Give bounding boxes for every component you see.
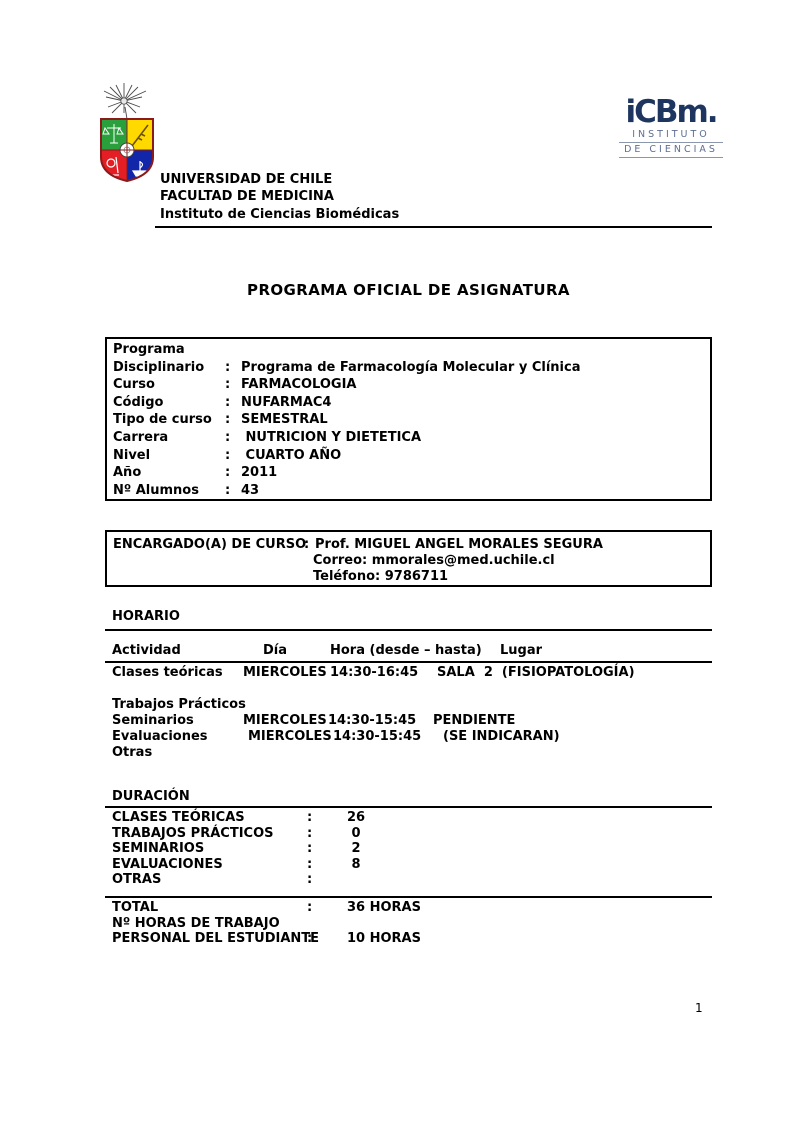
letterhead: UNIVERSIDAD DE CHILE FACULTAD DE MEDICIN… (160, 171, 399, 223)
field-label: Código (113, 394, 164, 410)
field-value: 2011 (241, 465, 278, 481)
horario-table-divider (105, 661, 712, 663)
field-label: Nº Alumnos (113, 482, 199, 498)
field-label: Curso (113, 377, 155, 393)
duration-row: CLASES TEÓRICAS : 26 (112, 810, 366, 825)
program-row: Curso: FARMACOLOGIA (113, 377, 357, 393)
horario-divider (105, 629, 712, 631)
column-header: Hora (desde – hasta) (330, 643, 482, 658)
field-value: FARMACOLOGIA (241, 377, 357, 393)
program-row: Nº Alumnos:43 (113, 482, 260, 498)
faculty-name: FACULTAD DE MEDICINA (160, 189, 334, 205)
coordinator-name: Prof. MIGUEL ANGEL MORALES SEGURA (315, 537, 603, 552)
icbm-wordmark-icon: iCBm. (625, 94, 718, 130)
duration-row: SEMINARIOS : 2 (112, 841, 361, 856)
duration-row: EVALUACIONES : 8 (112, 857, 361, 872)
schedule-row: Clases teóricas MIERCOLES 14:30-16:45 SA… (112, 665, 635, 680)
field-value: Programa de Farmacología Molecular y Clí… (241, 359, 581, 375)
icbm-institute-line1: INSTITUTO (619, 129, 723, 143)
total-row: TOTAL : 36 HORAS (112, 900, 421, 915)
header-divider (155, 226, 712, 228)
schedule-row: Trabajos Prácticos (112, 697, 246, 712)
program-row: Nivel: CUARTO AÑO (113, 447, 342, 463)
duration-row: OTRAS : (112, 872, 313, 887)
schedule-row: Evaluaciones MIERCOLES 14:30-15:45 (SE I… (112, 729, 560, 744)
field-value: CUARTO AÑO (241, 447, 342, 463)
horario-heading: HORARIO (112, 609, 180, 624)
document-title: PROGRAMA OFICIAL DE ASIGNATURA (247, 281, 570, 299)
schedule-row: Seminarios MIERCOLES 14:30-15:45 PENDIEN… (112, 713, 516, 728)
field-label: Programa (113, 342, 185, 357)
total-divider (105, 896, 712, 898)
program-info-box: Programa Disciplinario: Programa de Farma… (105, 337, 712, 501)
program-row: Año:2011 (113, 465, 278, 481)
page-number: 1 (695, 1001, 703, 1015)
field-label: Disciplinario (113, 359, 205, 375)
column-header: Lugar (500, 643, 543, 658)
duracion-divider (105, 806, 712, 808)
course-coordinator-box: ENCARGADO(A) DE CURSO : Prof. MIGUEL ANG… (105, 530, 712, 587)
schedule-row: Otras (112, 745, 153, 760)
program-row: Disciplinario: Programa de Farmacología M… (113, 359, 581, 375)
program-row: Programa (113, 341, 704, 359)
column-header: Actividad (112, 643, 181, 658)
field-label: Tipo de curso (113, 412, 212, 428)
total-row: Nº HORAS DE TRABAJO (112, 916, 280, 931)
field-label: Año (113, 465, 142, 481)
coordinator-email: Correo: mmorales@med.uchile.cl (313, 553, 555, 568)
field-value: NUFARMAC4 (241, 394, 332, 410)
uchile-coat-of-arms-icon (100, 83, 154, 183)
field-value: SEMESTRAL (241, 412, 328, 428)
field-value: NUTRICION Y DIETETICA (241, 429, 422, 445)
column-header: Día (263, 643, 288, 658)
field-label: Nivel (113, 447, 151, 463)
duracion-heading: DURACIÓN (112, 789, 190, 804)
duration-row: TRABAJOS PRÁCTICOS : 0 (112, 826, 361, 841)
horario-header-row: Actividad Día Hora (desde – hasta) Lugar (105, 643, 712, 660)
coordinator-phone: Teléfono: 9786711 (313, 569, 449, 584)
starburst-icon (103, 83, 147, 120)
icbm-logo: iCBm. INSTITUTO DE CIENCIAS (615, 96, 727, 158)
coordinator-label: ENCARGADO(A) DE CURSO (113, 537, 307, 552)
field-value: 43 (241, 482, 260, 498)
total-row: PERSONAL DEL ESTUDIANTE : 10 HORAS (112, 931, 421, 946)
program-row: Código: NUFARMAC4 (113, 394, 332, 410)
branch-icon (131, 124, 149, 147)
university-name: UNIVERSIDAD DE CHILE (160, 172, 333, 187)
institute-name: Instituto de Ciencias Biomédicas (160, 206, 400, 222)
program-row: Carrera: NUTRICION Y DIETETICA (113, 429, 422, 445)
scales-icon (102, 124, 124, 144)
field-label: Carrera (113, 429, 169, 445)
program-row: Tipo de curso: SEMESTRAL (113, 412, 328, 428)
icbm-institute-line2: DE CIENCIAS (619, 144, 723, 158)
